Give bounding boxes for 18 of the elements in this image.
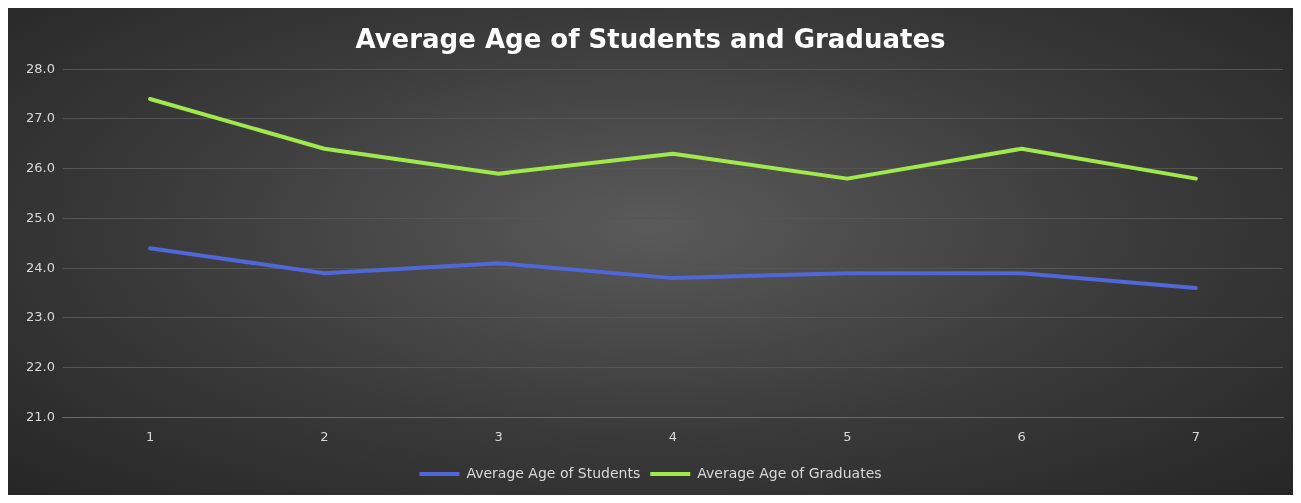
chart-title: Average Age of Students and Graduates — [355, 24, 946, 55]
x-tick-label: 4 — [668, 428, 678, 444]
y-tick-label: 21.0 — [25, 408, 55, 424]
x-tick-label: 7 — [1191, 428, 1200, 444]
y-tick-label: 26.0 — [25, 160, 55, 176]
y-tick-label: 28.0 — [25, 60, 55, 76]
y-tick-label: 27.0 — [25, 110, 55, 126]
x-tick-label: 2 — [320, 428, 329, 444]
x-tick-label: 1 — [145, 428, 155, 444]
legend-label: Average Age of Students — [466, 464, 641, 481]
x-tick-label: 5 — [843, 428, 852, 444]
x-tick-label: 3 — [494, 428, 503, 444]
y-tick-label: 22.0 — [25, 359, 55, 375]
y-tick-label: 23.0 — [25, 309, 55, 325]
x-tick-label: 6 — [1017, 428, 1026, 444]
y-tick-label: 24.0 — [25, 259, 55, 275]
y-tick-label: 25.0 — [25, 209, 55, 225]
legend-label: Average Age of Graduates — [697, 464, 882, 481]
